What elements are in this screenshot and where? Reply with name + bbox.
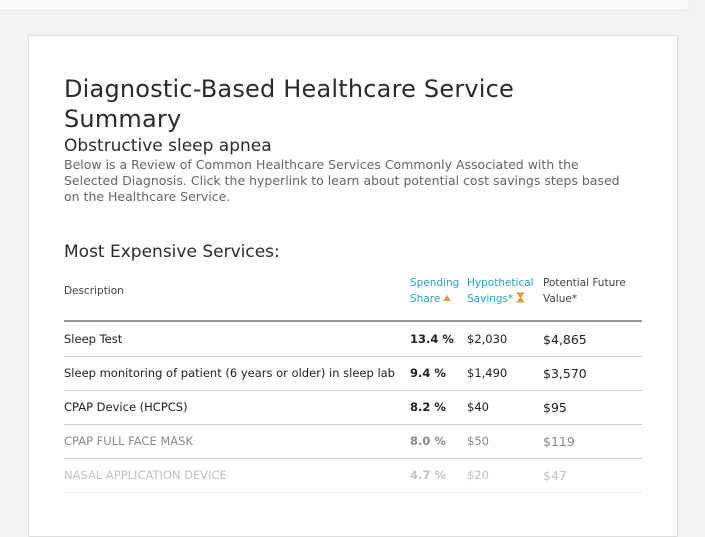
table-row[interactable]: Sleep monitoring of patient (6 years or … — [64, 356, 642, 391]
row-spending-share: 8.2 % — [410, 400, 446, 414]
table-row[interactable]: CPAP FULL FACE MASK 8.0 % $50 $119 — [64, 424, 642, 459]
intro-text: Below is a Review of Common Healthcare S… — [64, 157, 620, 204]
table-row[interactable]: Sleep Test 13.4 % $2,030 $4,865 — [64, 322, 642, 357]
row-spending-share: 8.0 % — [410, 434, 446, 448]
row-description: CPAP Device (HCPCS) — [64, 400, 188, 414]
spending-share-label-1: Spending — [410, 277, 460, 289]
row-savings: $1,490 — [467, 366, 508, 380]
savings-label-2: Savings* — [467, 293, 514, 305]
column-header-hypothetical-savings[interactable]: Hypothetical Savings* — [467, 275, 534, 307]
row-description: Sleep monitoring of patient (6 years or … — [64, 366, 395, 380]
table-row[interactable]: CPAP Device (HCPCS) 8.2 % $40 $95 — [64, 390, 642, 425]
row-savings: $40 — [467, 400, 489, 414]
summary-card: Diagnostic-Based Healthcare Service Summ… — [28, 35, 678, 537]
top-strip — [0, 0, 690, 11]
row-future-value: $95 — [543, 400, 567, 415]
row-spending-share: 9.4 % — [410, 366, 446, 380]
bottom-fade-overlay — [29, 476, 677, 536]
row-spending-share: 13.4 % — [410, 332, 454, 346]
row-description: CPAP FULL FACE MASK — [64, 434, 193, 448]
row-future-value: $4,865 — [543, 332, 587, 347]
future-label-2: Value* — [543, 293, 578, 305]
header-divider — [64, 320, 642, 322]
diagnosis-title: Obstructive sleep apnea — [64, 136, 272, 156]
column-header-spending-share[interactable]: Spending Share — [410, 275, 459, 307]
savings-label-1: Hypothetical — [467, 277, 534, 289]
future-label-1: Potential Future — [543, 277, 626, 289]
row-savings: $50 — [467, 434, 489, 448]
row-description: Sleep Test — [64, 332, 123, 346]
row-future-value: $119 — [543, 434, 575, 449]
hourglass-icon[interactable] — [516, 292, 525, 303]
page-title: Diagnostic-Based Healthcare Service Summ… — [64, 75, 515, 134]
sort-ascending-icon[interactable] — [443, 295, 452, 301]
row-future-value: $3,570 — [543, 366, 587, 381]
column-header-potential-future-value: Potential Future Value* — [543, 275, 626, 307]
row-savings: $2,030 — [467, 332, 508, 346]
section-title: Most Expensive Services: — [64, 242, 280, 262]
column-header-description: Description — [64, 285, 124, 297]
spending-share-label-2: Share — [410, 293, 441, 305]
